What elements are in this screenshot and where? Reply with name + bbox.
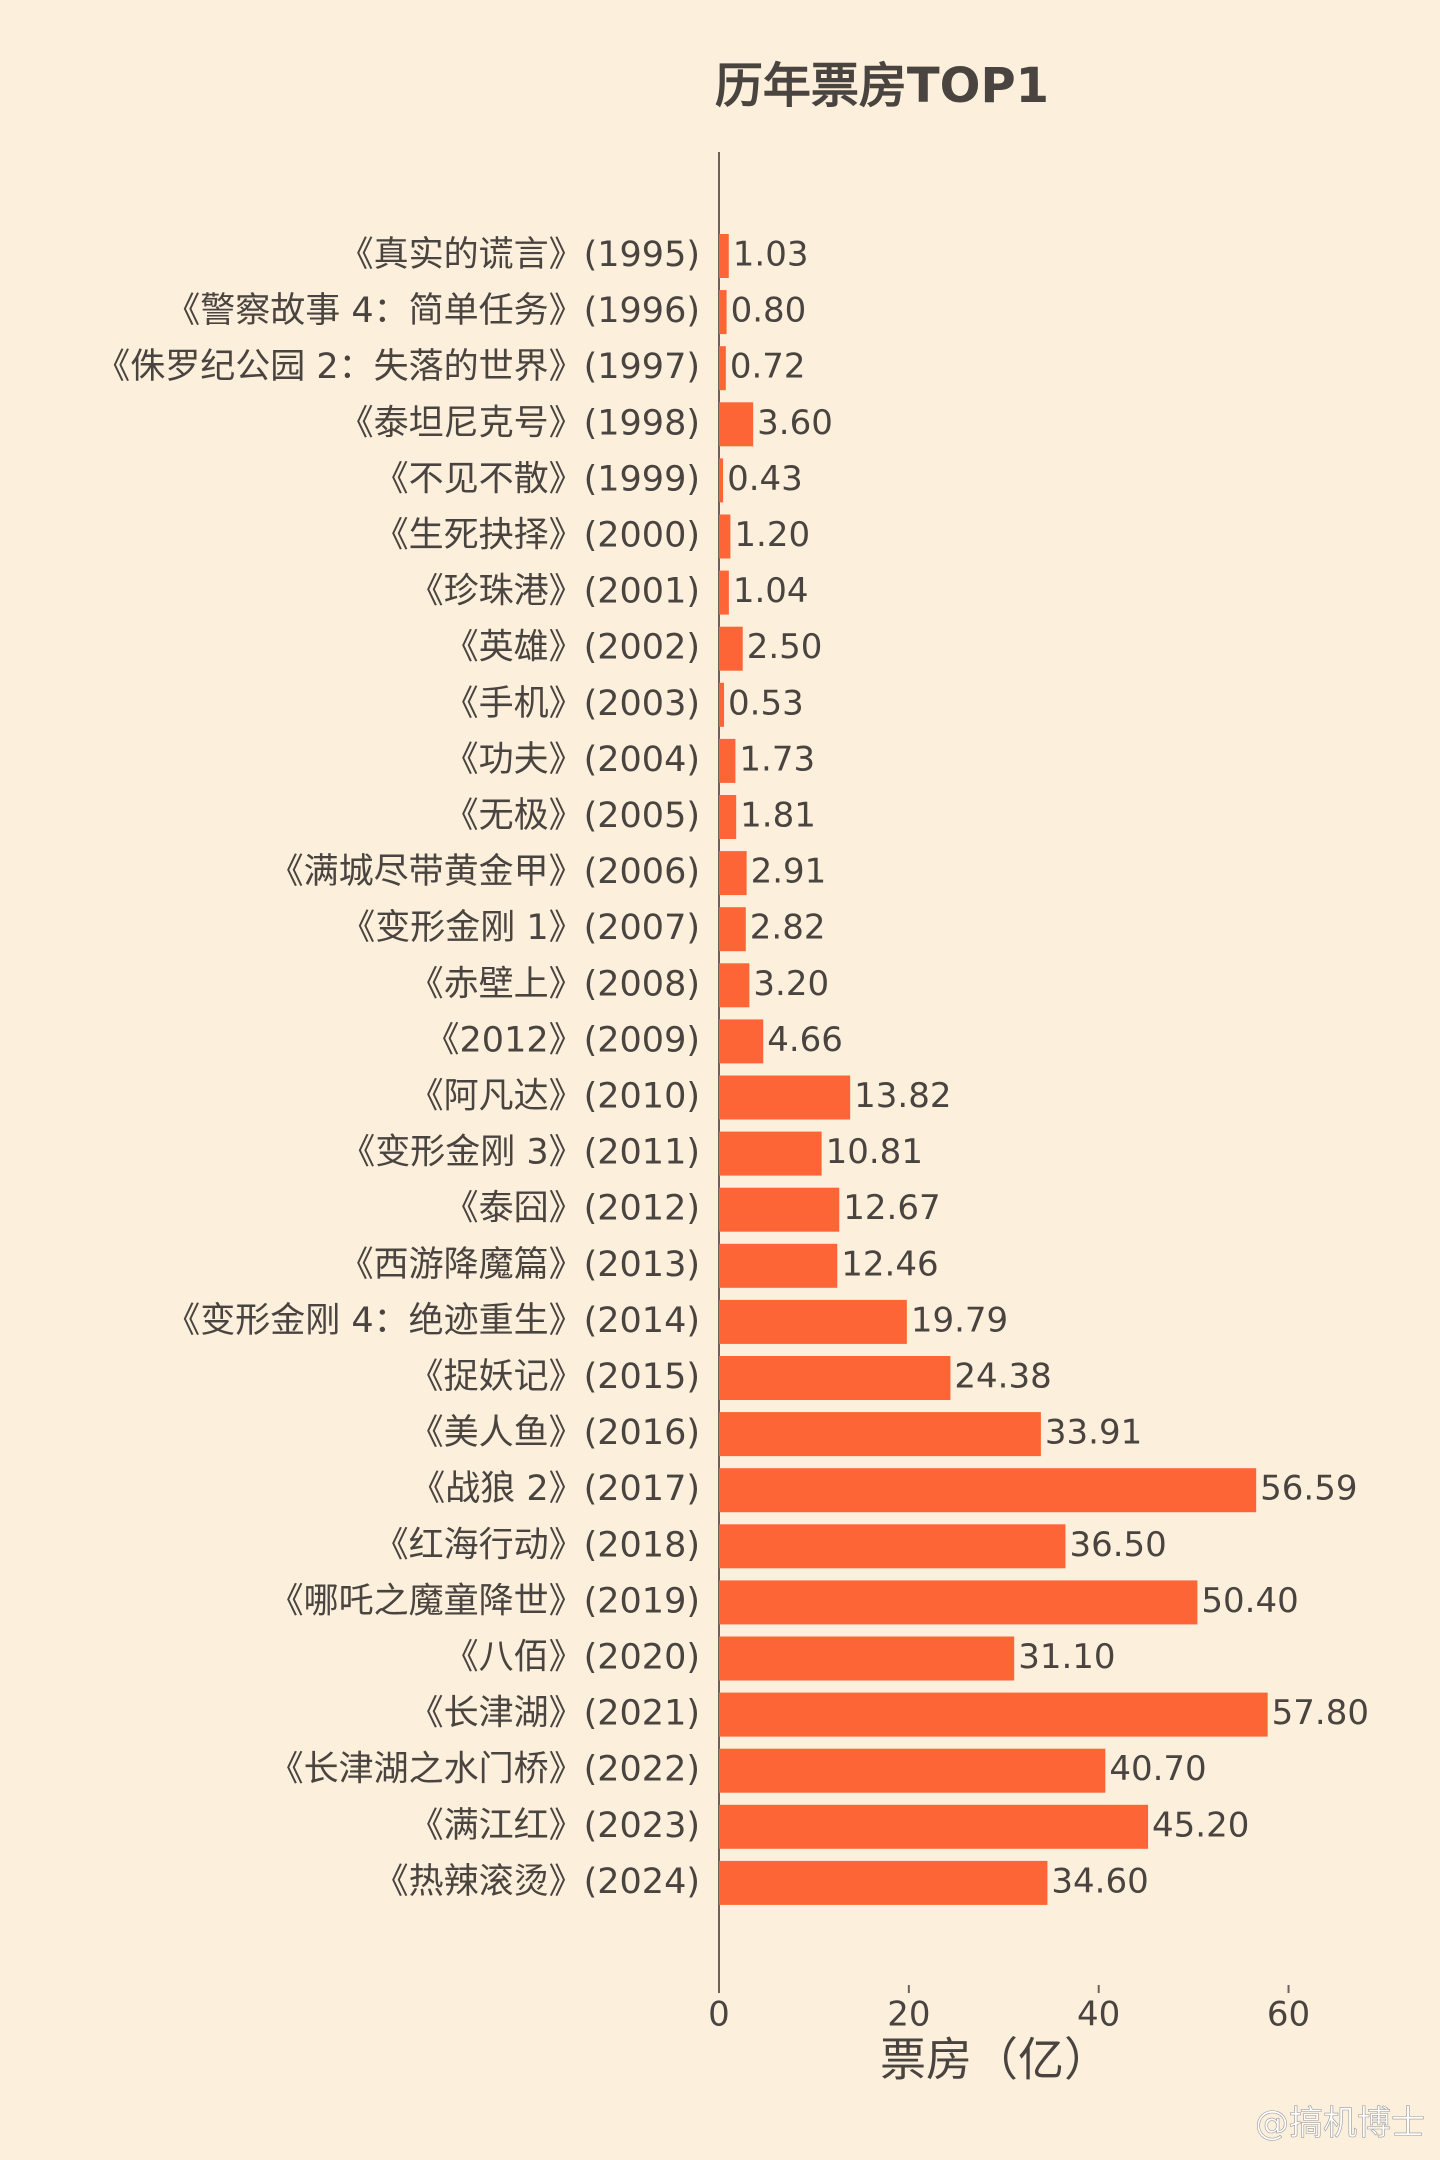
bar bbox=[719, 795, 737, 839]
x-tick-label: 0 bbox=[708, 1995, 730, 2035]
x-tick-label: 60 bbox=[1267, 1995, 1310, 2035]
y-tick-label: 《美人鱼》(2016) bbox=[409, 1413, 700, 1453]
y-tick-label: 《英雄》(2002) bbox=[444, 628, 700, 668]
y-tick-label: 《热辣滚烫》(2024) bbox=[374, 1862, 700, 1902]
y-tick-label: 《真实的谎言》(1995) bbox=[339, 235, 700, 275]
bar bbox=[719, 1804, 1149, 1849]
value-label: 56.59 bbox=[1260, 1469, 1357, 1509]
bar bbox=[719, 1187, 840, 1232]
value-label: 4.66 bbox=[767, 1020, 843, 1060]
y-tick-label: 《珍珠港》(2001) bbox=[409, 572, 700, 612]
y-tick-label: 《警察故事 4：简单任务》(1996) bbox=[165, 291, 700, 331]
bar bbox=[719, 1748, 1106, 1793]
bar bbox=[719, 682, 725, 727]
value-label: 3.20 bbox=[753, 964, 829, 1004]
bar bbox=[719, 1019, 764, 1064]
value-label: 0.43 bbox=[727, 459, 803, 499]
value-label: 0.80 bbox=[731, 291, 807, 331]
bar bbox=[719, 1356, 951, 1400]
value-label: 31.10 bbox=[1018, 1637, 1115, 1677]
y-tick-label: 《泰囧》(2012) bbox=[444, 1189, 700, 1229]
y-tick-label: 《变形金刚 1》(2007) bbox=[340, 908, 700, 948]
y-tick-label: 《功夫》(2004) bbox=[444, 740, 700, 780]
bar bbox=[719, 1524, 1066, 1569]
value-label: 10.81 bbox=[826, 1132, 923, 1172]
value-label: 2.82 bbox=[750, 908, 826, 948]
bar bbox=[719, 1636, 1015, 1681]
bar bbox=[719, 514, 731, 559]
value-label: 1.03 bbox=[733, 235, 809, 275]
bar bbox=[719, 1075, 851, 1120]
chart-title: 历年票房TOP1 bbox=[715, 58, 1049, 114]
value-label: 40.70 bbox=[1109, 1749, 1206, 1789]
y-tick-label: 《手机》(2003) bbox=[444, 684, 700, 724]
value-label: 1.73 bbox=[739, 739, 815, 779]
y-tick-label: 《长津湖之水门桥》(2022) bbox=[269, 1750, 700, 1790]
y-tick-label: 《阿凡达》(2010) bbox=[409, 1077, 700, 1117]
y-tick-label: 《2012》(2009) bbox=[425, 1020, 700, 1060]
value-label: 34.60 bbox=[1051, 1861, 1148, 1901]
value-label: 33.91 bbox=[1045, 1413, 1142, 1453]
value-label: 13.82 bbox=[854, 1076, 951, 1116]
value-label: 50.40 bbox=[1201, 1581, 1298, 1621]
bar bbox=[719, 234, 729, 278]
bar bbox=[719, 290, 727, 335]
y-tick-label: 《赤壁上》(2008) bbox=[409, 964, 700, 1004]
bar bbox=[719, 570, 729, 615]
value-label: 0.53 bbox=[728, 683, 804, 723]
bar bbox=[719, 1412, 1041, 1457]
y-tick-label: 《八佰》(2020) bbox=[444, 1638, 700, 1678]
value-label: 1.81 bbox=[740, 796, 816, 836]
y-tick-label: 《捉妖记》(2015) bbox=[409, 1357, 700, 1397]
bar bbox=[719, 851, 747, 896]
value-label: 2.50 bbox=[747, 627, 823, 667]
value-label: 36.50 bbox=[1069, 1525, 1166, 1565]
value-label: 12.67 bbox=[843, 1188, 940, 1228]
x-tick-label: 40 bbox=[1077, 1995, 1120, 2035]
value-label: 57.80 bbox=[1272, 1693, 1369, 1733]
y-tick-label: 《哪吒之魔童降世》(2019) bbox=[269, 1581, 700, 1621]
y-tick-label: 《长津湖》(2021) bbox=[409, 1694, 700, 1734]
bar bbox=[719, 1131, 822, 1176]
bar bbox=[719, 1580, 1198, 1625]
value-label: 45.20 bbox=[1152, 1805, 1249, 1845]
bar bbox=[719, 626, 743, 671]
bar bbox=[719, 1243, 838, 1288]
value-label: 19.79 bbox=[911, 1300, 1008, 1340]
value-label: 24.38 bbox=[954, 1357, 1051, 1397]
bar bbox=[719, 1299, 907, 1344]
y-tick-label: 《泰坦尼克号》(1998) bbox=[339, 403, 700, 443]
bar bbox=[719, 458, 724, 503]
y-tick-label: 《满城尽带黄金甲》(2006) bbox=[269, 852, 700, 892]
bar bbox=[719, 346, 726, 391]
bar bbox=[719, 402, 754, 447]
value-label: 1.04 bbox=[733, 571, 809, 611]
value-label: 0.72 bbox=[730, 347, 806, 387]
value-label: 12.46 bbox=[841, 1244, 938, 1284]
bar bbox=[719, 1692, 1268, 1737]
watermark: @搞机博士 bbox=[1255, 2104, 1425, 2144]
y-tick-label: 《不见不散》(1999) bbox=[374, 459, 700, 499]
bar bbox=[719, 907, 746, 952]
y-tick-label: 《变形金刚 3》(2011) bbox=[340, 1133, 700, 1173]
y-tick-label: 《战狼 2》(2017) bbox=[410, 1469, 700, 1509]
x-tick-label: 20 bbox=[887, 1995, 930, 2035]
value-label: 3.60 bbox=[757, 403, 833, 443]
bar bbox=[719, 1860, 1048, 1905]
x-axis-label: 票房（亿） bbox=[880, 2033, 1110, 2087]
value-label: 2.91 bbox=[751, 852, 827, 892]
y-tick-label: 《侏罗纪公园 2：失落的世界》(1997) bbox=[95, 347, 700, 387]
y-tick-label: 《满江红》(2023) bbox=[409, 1806, 700, 1846]
bar bbox=[719, 1468, 1257, 1513]
y-tick-label: 《西游降魔篇》(2013) bbox=[339, 1245, 700, 1285]
value-label: 1.20 bbox=[734, 515, 810, 555]
bar bbox=[719, 738, 736, 783]
y-tick-label: 《红海行动》(2018) bbox=[374, 1525, 700, 1565]
y-tick-label: 《生死抉择》(2000) bbox=[374, 516, 700, 556]
y-tick-label: 《变形金刚 4：绝迹重生》(2014) bbox=[165, 1301, 700, 1341]
y-tick-label: 《无极》(2005) bbox=[444, 796, 700, 836]
bar bbox=[719, 963, 750, 1008]
